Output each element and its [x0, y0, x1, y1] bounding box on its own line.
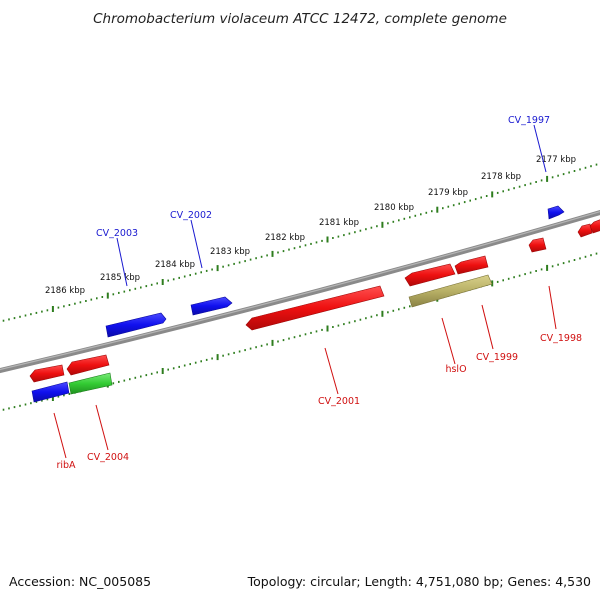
tick-label-2178: 2178 kbp — [481, 172, 521, 182]
gene-cv2003[interactable] — [105, 312, 167, 338]
leader-cv1998 — [548, 285, 557, 330]
genome-summary-text: Topology: circular; Length: 4,751,080 bp… — [247, 574, 591, 589]
gene-label-cv2002[interactable]: CV_2002 — [170, 210, 212, 221]
gene-label-cv1998[interactable]: CV_1998 — [540, 333, 582, 344]
gene-label-cv2003[interactable]: CV_2003 — [96, 228, 138, 239]
tick-label-2181: 2181 kbp — [319, 218, 359, 228]
leader-cv1999 — [481, 304, 494, 350]
gene-riba[interactable] — [31, 381, 70, 403]
tick-track-upper — [2, 163, 598, 322]
accession-text: Accession: NC_005085 — [9, 574, 151, 589]
gene-label-cv1997[interactable]: CV_1997 — [508, 115, 550, 126]
gene-labels: CV_1997 CV_2002 CV_2003 CV_1998 CV_1999 … — [56, 115, 582, 471]
gene-label-riba[interactable]: ribA — [56, 460, 76, 471]
tick-label-2183: 2183 kbp — [210, 247, 250, 257]
tick-label-2180: 2180 kbp — [374, 203, 414, 213]
reverse-strand-genes — [29, 219, 600, 403]
label-leader-lines — [53, 124, 557, 459]
gene-label-cv1999[interactable]: CV_1999 — [476, 352, 518, 363]
tick-label-2182: 2182 kbp — [265, 233, 305, 243]
leader-cv1997 — [533, 124, 547, 173]
gene-label-cv2001[interactable]: CV_2001 — [318, 396, 360, 407]
tick-label-2185: 2185 kbp — [100, 273, 140, 283]
gene-hslo[interactable] — [408, 274, 493, 308]
tick-label-2186: 2186 kbp — [45, 286, 85, 296]
leader-cv2001 — [324, 347, 339, 395]
gene-label-cv2004[interactable]: CV_2004 — [87, 452, 129, 463]
gene-cv2004-red[interactable] — [66, 354, 110, 376]
gene-label-hslo[interactable]: hslO — [445, 364, 466, 375]
leader-riba — [53, 412, 67, 459]
tick-labels: 2177 kbp 2178 kbp 2179 kbp 2180 kbp 2181… — [45, 155, 576, 296]
leader-hslo — [441, 317, 456, 365]
gene-cv2001[interactable] — [245, 285, 385, 331]
gene-cv2002[interactable] — [190, 296, 233, 316]
map-title: Chromobacterium violaceum ATCC 12472, co… — [93, 11, 507, 27]
tick-label-2184: 2184 kbp — [155, 260, 195, 270]
gene-cv1997[interactable] — [547, 205, 565, 220]
tick-label-2179: 2179 kbp — [428, 188, 468, 198]
gene-cv1998[interactable] — [528, 237, 547, 253]
tick-label-2177: 2177 kbp — [536, 155, 576, 165]
genome-backbone-highlight — [0, 210, 600, 371]
leader-cv2004 — [95, 404, 109, 451]
gene-red-edge-2[interactable] — [589, 219, 600, 234]
gene-cv2004[interactable] — [68, 372, 113, 395]
gene-cv1999[interactable] — [454, 255, 489, 275]
forward-strand-genes — [105, 205, 565, 338]
leader-cv2003 — [116, 237, 128, 287]
gene-hslo-upper[interactable] — [404, 263, 456, 287]
leader-cv2002 — [190, 219, 203, 269]
gene-riba-red[interactable] — [29, 364, 65, 383]
genome-backbone — [0, 209, 600, 374]
